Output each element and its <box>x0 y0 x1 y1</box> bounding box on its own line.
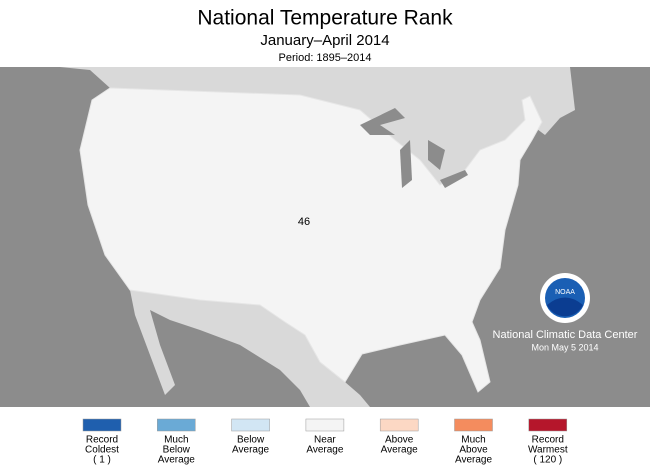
legend-label: ( 120 ) <box>533 455 562 466</box>
map: 46 <box>0 67 650 407</box>
title: National Temperature Rank <box>197 7 453 30</box>
logo-text: NOAA <box>555 289 575 296</box>
noaa-credit: NOAA National Climatic Data Center Mon M… <box>493 273 638 352</box>
center-name: National Climatic Data Center <box>493 329 638 341</box>
legend-swatch <box>379 418 419 432</box>
lake-erie <box>440 170 468 188</box>
canada <box>60 67 575 185</box>
rank-label: 46 <box>298 216 310 228</box>
lake-huron <box>428 140 445 170</box>
legend-swatch <box>231 418 270 432</box>
subtitle: January–April 2014 <box>260 32 389 49</box>
lake-michigan <box>400 140 412 188</box>
legend-label: Average <box>381 445 419 456</box>
legend-label: Above <box>459 445 488 456</box>
legend-label: ( 1 ) <box>93 455 111 466</box>
period: Period: 1895–2014 <box>279 52 372 64</box>
legend-label: Much <box>164 435 188 446</box>
legend-label: Average <box>455 455 493 466</box>
legend-swatch <box>454 418 493 432</box>
legend-swatch <box>528 418 568 432</box>
legend-label: Below <box>163 445 191 456</box>
legend-label: Record <box>86 435 118 446</box>
legend-label: Near <box>314 435 336 446</box>
logo-wave <box>547 297 583 317</box>
legend-swatch <box>82 418 122 432</box>
mexico <box>130 290 370 407</box>
legend-label: Below <box>237 435 265 446</box>
legend-label: Above <box>385 435 414 446</box>
usa <box>79 87 543 393</box>
legend-swatch <box>157 418 196 432</box>
legend-label: Average <box>158 455 196 466</box>
lake-superior <box>360 108 405 135</box>
legend-label: Coldest <box>85 445 119 456</box>
legend-label: Average <box>232 445 270 456</box>
legend-label: Warmest <box>528 445 568 456</box>
legend-label: Much <box>461 435 485 446</box>
legend-label: Average <box>306 445 344 456</box>
legend-label: Record <box>532 435 564 446</box>
legend-swatch <box>305 418 345 432</box>
date: Mon May 5 2014 <box>531 342 598 352</box>
